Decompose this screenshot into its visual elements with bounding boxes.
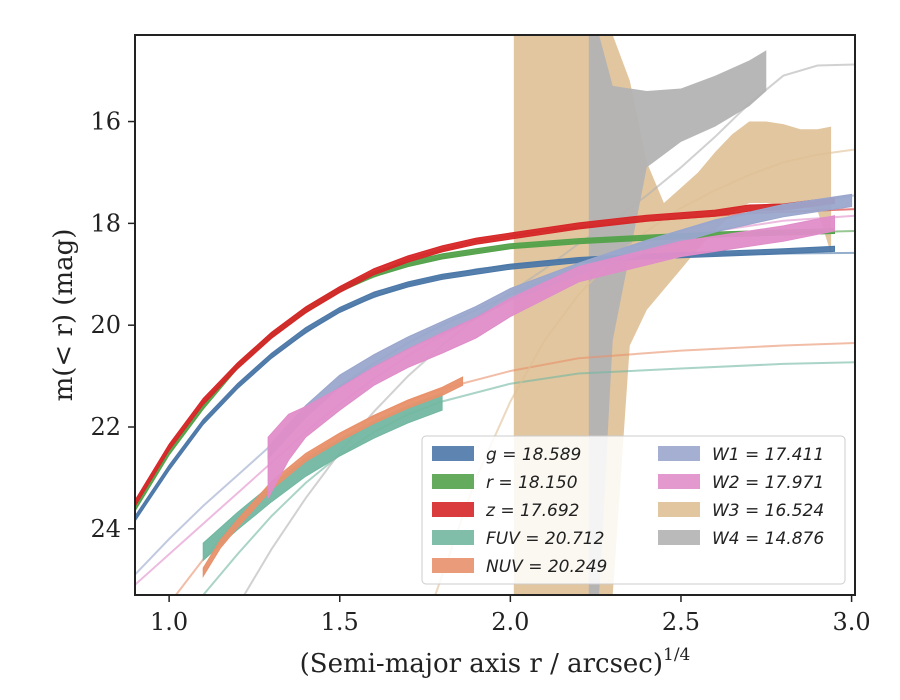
plot-frame bbox=[134, 34, 856, 596]
x-tick-label: 1.5 bbox=[321, 608, 359, 636]
y-tick-label: 16 bbox=[90, 108, 121, 136]
legend-swatch-w2 bbox=[658, 474, 700, 489]
legend-label-w3: W3 = 16.524 bbox=[712, 501, 824, 521]
legend-swatch-fuv bbox=[432, 530, 474, 545]
x-tick-label: 2.0 bbox=[491, 608, 529, 636]
legend-label-nuv: NUV = 20.249 bbox=[486, 557, 607, 577]
legend-label-g: g = 18.589 bbox=[486, 445, 581, 465]
y-tick-label: 20 bbox=[90, 311, 121, 339]
legend-label-r: r = 18.150 bbox=[486, 473, 578, 493]
x-axis-title: (Semi-major axis r / arcsec)1/4 bbox=[300, 645, 691, 679]
legend: g = 18.589 r = 18.150 z = 17.692 FUV = 20.7… bbox=[421, 435, 846, 585]
legend-label-w4: W4 = 14.876 bbox=[712, 529, 824, 549]
x-tick-label: 1.0 bbox=[150, 608, 188, 636]
x-axis-title-exponent: 1/4 bbox=[663, 645, 690, 665]
legend-swatch-nuv bbox=[432, 558, 474, 573]
x-tick-label: 2.5 bbox=[662, 608, 700, 636]
legend-label-fuv: FUV = 20.712 bbox=[486, 529, 604, 549]
legend-swatch-w1 bbox=[658, 446, 700, 461]
profile-band-nuv bbox=[202, 376, 464, 578]
band-w4 bbox=[588, 35, 767, 595]
legend-box bbox=[421, 435, 846, 585]
legend-swatch-r bbox=[432, 474, 474, 489]
legend-swatch-z bbox=[432, 502, 474, 517]
legend-swatch-w4 bbox=[658, 530, 700, 545]
profile-band-w2 bbox=[267, 215, 835, 499]
legend-swatch-w3 bbox=[658, 502, 700, 517]
axes: 1.0 1.5 2.0 2.5 3.0 16 18 20 22 24 (Semi-major axi… bbox=[49, 34, 871, 679]
legend-label-w2: W2 = 17.971 bbox=[712, 473, 824, 493]
y-tick-label: 18 bbox=[90, 209, 121, 237]
model-curve-w3 bbox=[434, 148, 855, 595]
legend-swatch-g bbox=[432, 446, 474, 461]
legend-label-w1: W1 = 17.411 bbox=[712, 445, 824, 465]
y-tick-label: 24 bbox=[90, 515, 121, 543]
profile-band-g bbox=[135, 245, 835, 523]
legend-label-z: z = 17.692 bbox=[485, 501, 579, 521]
y-tick-label: 22 bbox=[90, 413, 121, 441]
x-tick-label: 3.0 bbox=[833, 608, 871, 636]
y-axis-title: m(< r) (mag) bbox=[49, 229, 79, 402]
